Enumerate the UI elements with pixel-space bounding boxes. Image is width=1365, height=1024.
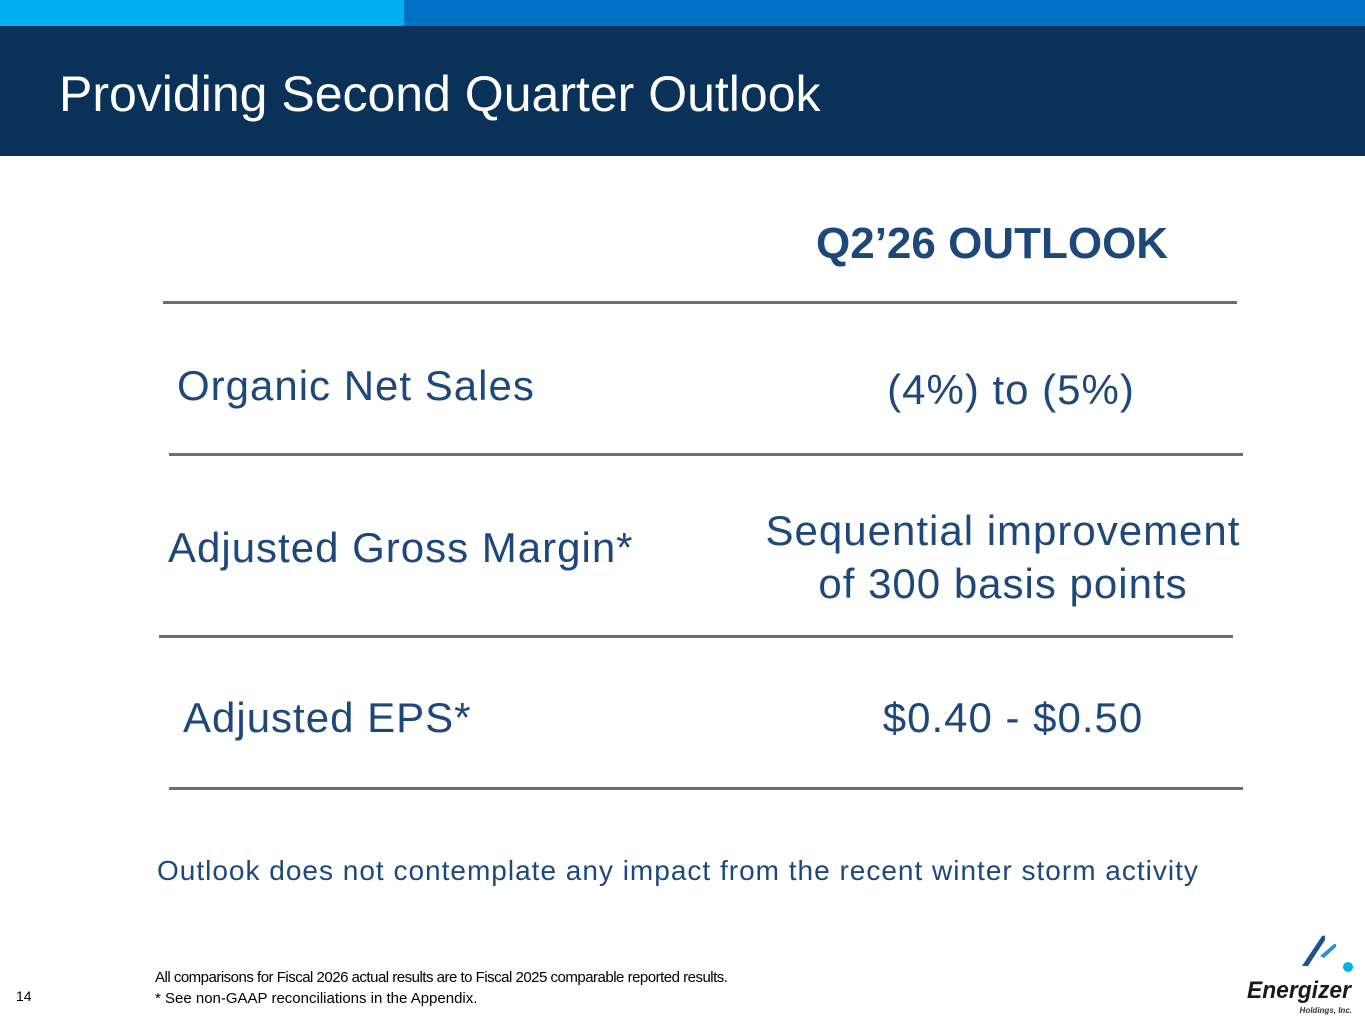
top-accent-bar — [0, 0, 1365, 26]
footnote-comparisons: All comparisons for Fiscal 2026 actual r… — [155, 969, 728, 986]
top-accent-highlight — [0, 0, 404, 26]
slide-title: Providing Second Quarter Outlook — [59, 66, 821, 122]
svg-text:Energizer: Energizer — [1247, 977, 1353, 1004]
slide-header: Providing Second Quarter Outlook — [0, 26, 1365, 156]
footnote-non-gaap: * See non-GAAP reconciliations in the Ap… — [155, 990, 478, 1007]
row-label-adjusted-gross-margin: Adjusted Gross Margin* — [168, 524, 634, 571]
table-rule-bottom — [169, 787, 1243, 790]
table-rule-1 — [169, 453, 1243, 456]
table-rule-top — [163, 301, 1237, 304]
row-value-organic-net-sales: (4%) to (5%) — [887, 366, 1135, 413]
energizer-logo: Energizer Holdings, Inc. — [1244, 930, 1360, 1018]
row-value-adjusted-eps: $0.40 - $0.50 — [882, 694, 1144, 741]
row-label-organic-net-sales: Organic Net Sales — [177, 362, 535, 409]
row-value-gross-margin-line2: of 300 basis points — [818, 560, 1188, 607]
outlook-note: Outlook does not contemplate any impact … — [157, 855, 1199, 886]
row-value-gross-margin-line1: Sequential improvement — [765, 507, 1241, 554]
row-label-adjusted-eps: Adjusted EPS* — [183, 694, 472, 741]
outlook-column-header: Q2’26 OUTLOOK — [816, 219, 1169, 268]
energizer-logo-icon: Energizer Holdings, Inc. — [1247, 935, 1353, 1015]
table-rule-2 — [159, 635, 1233, 638]
page-number: 14 — [16, 988, 32, 1004]
svg-text:Holdings, Inc.: Holdings, Inc. — [1300, 1006, 1352, 1015]
